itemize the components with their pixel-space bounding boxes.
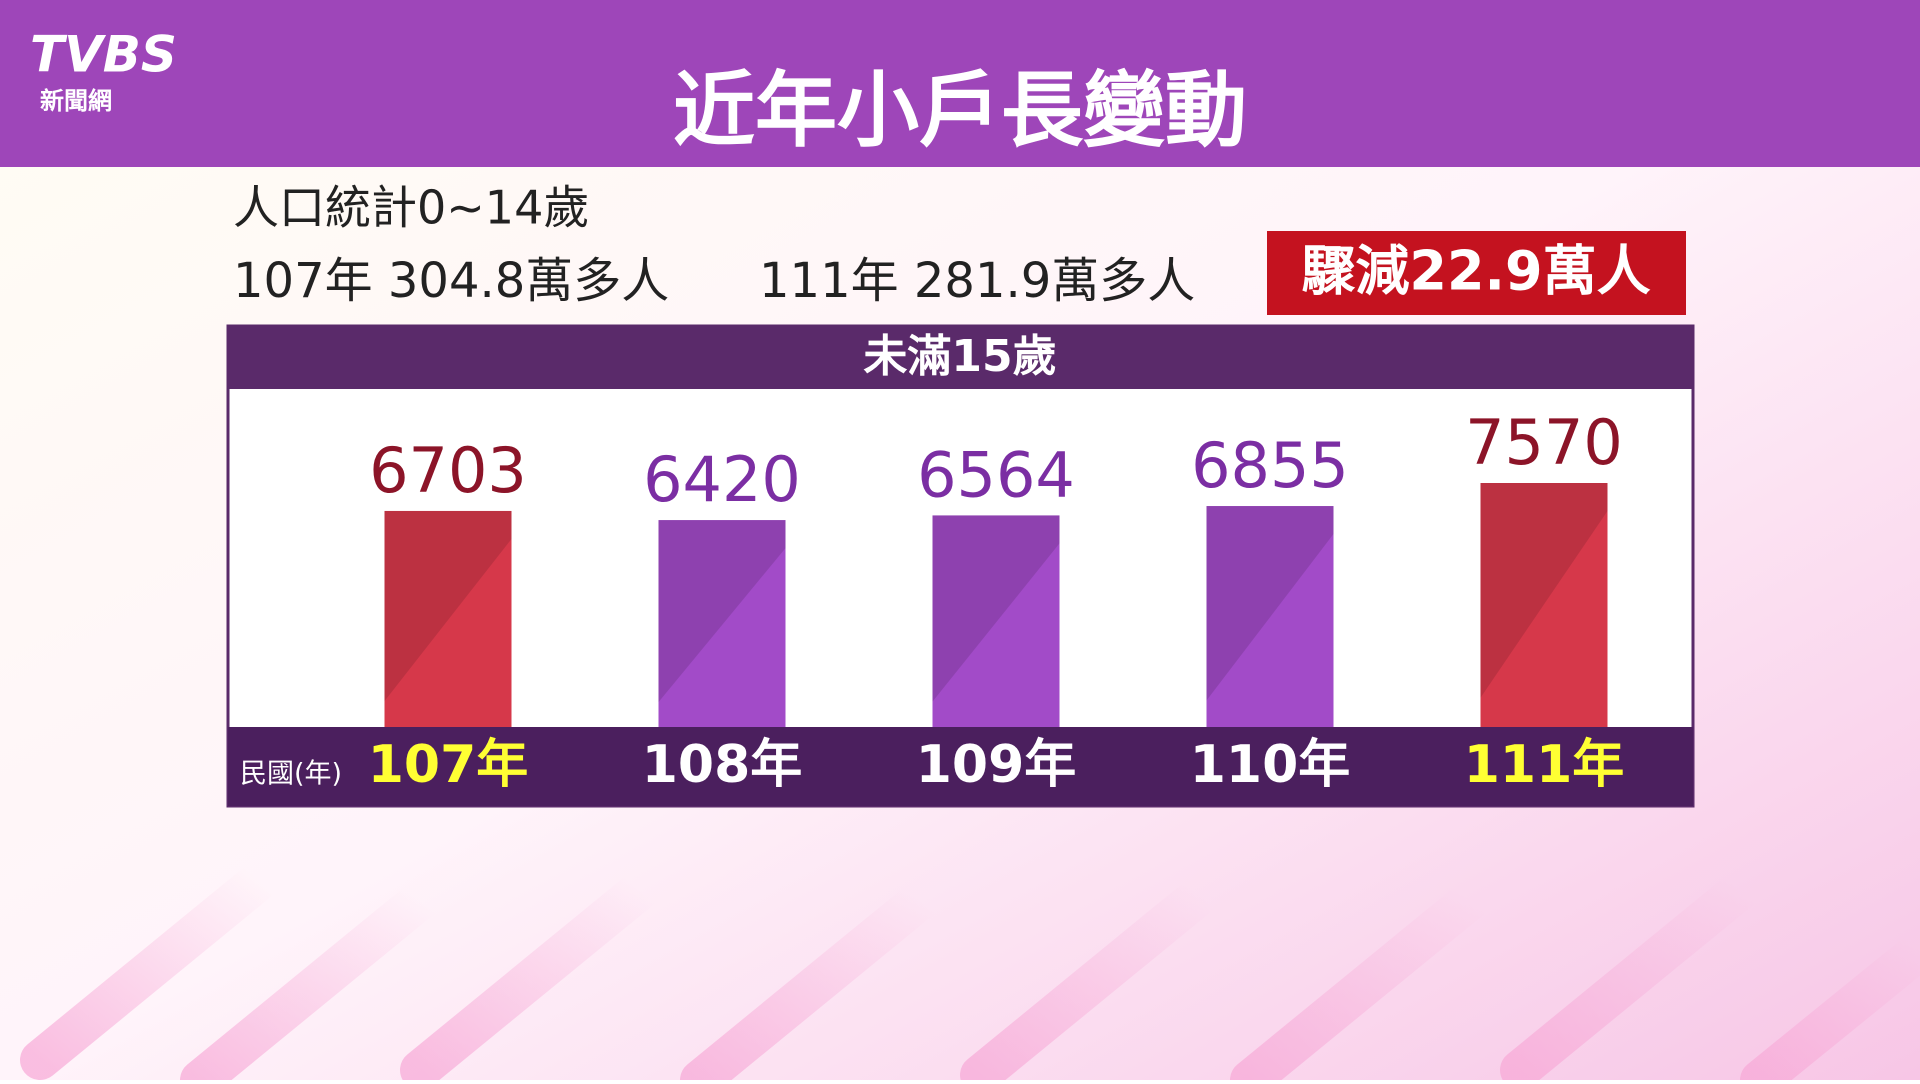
- bar: [932, 515, 1060, 727]
- x-tick-label: 108年: [642, 735, 803, 795]
- highlight-text: 驟減22.9萬人: [1301, 240, 1650, 303]
- bar: [1480, 483, 1608, 727]
- value-label: 7570: [1465, 406, 1623, 479]
- bar-shade: [658, 520, 786, 703]
- bar: [1206, 506, 1334, 727]
- bar-shade: [1480, 483, 1608, 698]
- header-bar: [0, 0, 1920, 167]
- value-label: 6420: [643, 443, 801, 516]
- summary-stat: 107年 304.8萬多人: [233, 253, 669, 309]
- bar-shade: [384, 510, 512, 702]
- highlight-box: [1267, 231, 1686, 315]
- summary-line: 人口統計0~14歲: [233, 181, 589, 235]
- bar: [658, 520, 786, 727]
- header-title: 近年小戶長變動: [673, 63, 1247, 158]
- chart-title-bar: [228, 326, 1693, 389]
- value-label: 6703: [369, 434, 527, 507]
- logo-sub: 新聞網: [40, 87, 112, 115]
- x-axis-label: 民國(年): [240, 759, 342, 790]
- bar-shade: [932, 515, 1060, 702]
- bar-shade: [1206, 506, 1334, 701]
- value-label: 6855: [1191, 429, 1349, 502]
- x-tick-label: 107年: [368, 735, 529, 795]
- value-label: 6564: [917, 439, 1075, 512]
- x-tick-label: 111年: [1464, 735, 1625, 795]
- category-bar: [228, 727, 1693, 806]
- x-tick-label: 110年: [1190, 735, 1351, 795]
- x-tick-label: 109年: [916, 735, 1077, 795]
- bar: [384, 510, 512, 727]
- summary-stat: 111年 281.9萬多人: [759, 253, 1195, 309]
- chart-title: 未滿15歲: [863, 331, 1056, 382]
- plot: 6703 107年 6420 108年 6564 109年 6855 110年 7570 111年: [368, 406, 1625, 795]
- logo: TVBS: [30, 26, 177, 84]
- background-streaks: [20, 860, 1920, 1084]
